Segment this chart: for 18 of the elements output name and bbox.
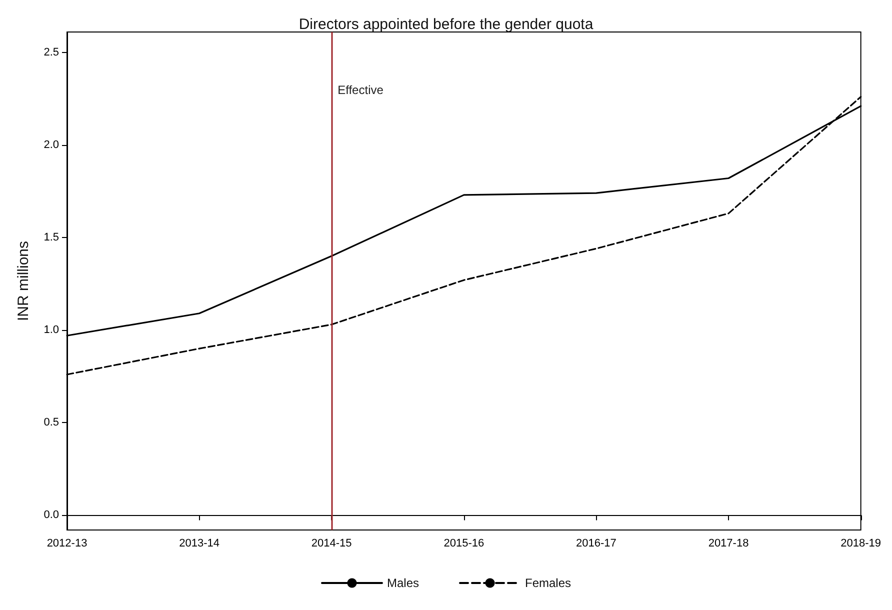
x-tick-label: 2012-13: [46, 538, 88, 550]
y-tick-label: 0.0: [44, 509, 59, 522]
y-axis-title: INR millions: [15, 240, 32, 322]
x-tick-label: 2018-19: [840, 538, 882, 550]
legend-label: Males: [386, 576, 420, 590]
legend-label: Females: [525, 576, 572, 590]
x-tick-label: 2015-16: [444, 538, 484, 550]
ref-line-label: Effective: [338, 83, 384, 97]
x-tick-label: 2017-18: [708, 538, 749, 550]
x-tick-label: 2014-15: [311, 538, 352, 550]
x-tick-label: 2013-14: [179, 538, 220, 550]
y-tick-label: 2.0: [44, 138, 59, 151]
chart-title: Directors appointed before the gender quota: [298, 16, 594, 33]
y-tick-label: 1.0: [44, 324, 59, 336]
y-tick-label: 2.5: [44, 46, 59, 58]
y-tick-label: 1.5: [44, 231, 59, 244]
x-tick-label: 2016-17: [576, 538, 616, 550]
y-tick-label: 0.5: [44, 416, 59, 429]
